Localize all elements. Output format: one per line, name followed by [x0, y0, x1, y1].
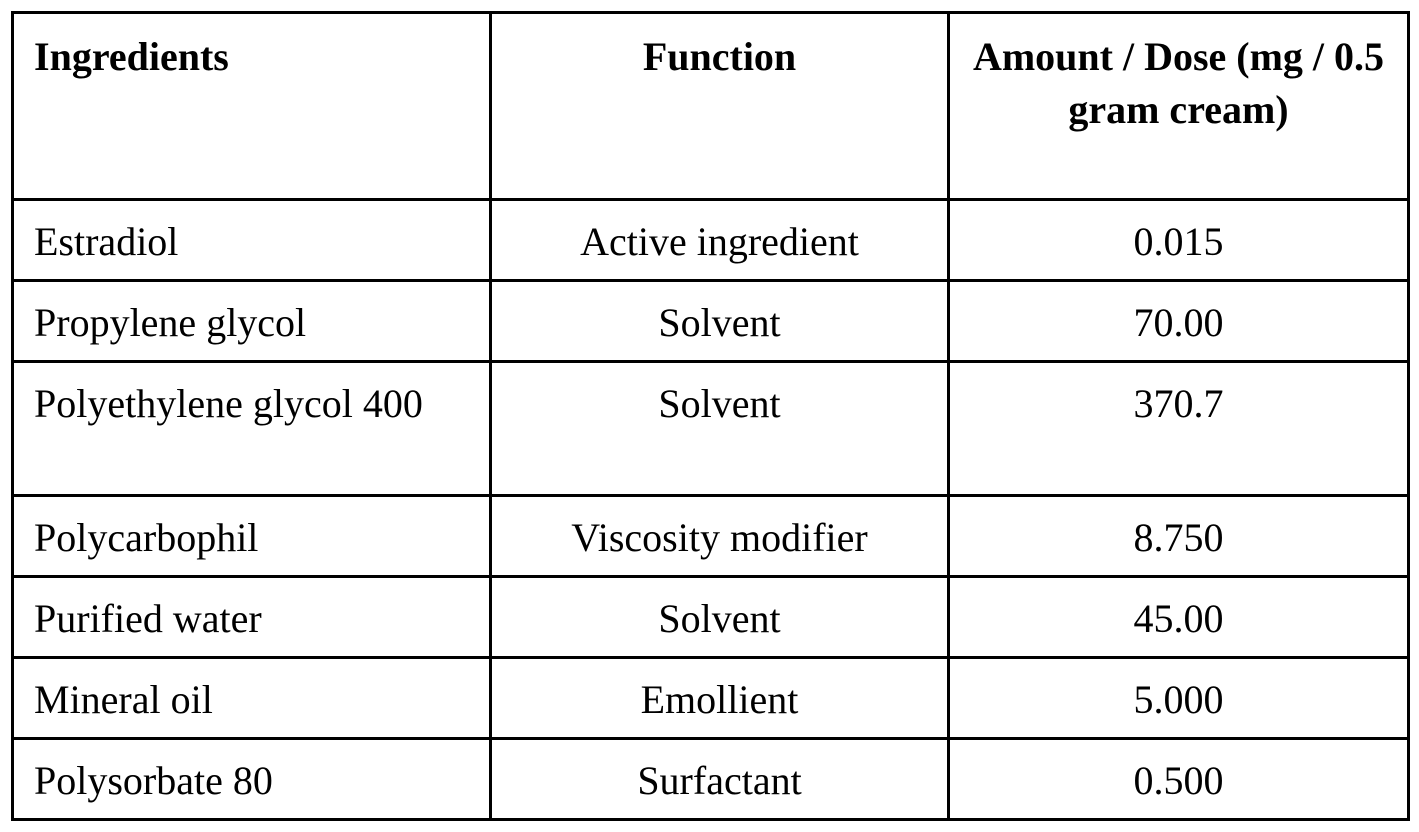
function-cell: Surfactant [491, 739, 949, 820]
function-cell: Emollient [491, 658, 949, 739]
function-cell: Viscosity modifier [491, 496, 949, 577]
table-row: Purified water Solvent 45.00 [13, 577, 1409, 658]
ingredient-cell: Mineral oil [13, 658, 491, 739]
ingredient-cell: Purified water [13, 577, 491, 658]
table-row: Polycarbophil Viscosity modifier 8.750 [13, 496, 1409, 577]
table-row: Estradiol Active ingredient 0.015 [13, 200, 1409, 281]
ingredient-cell: Estradiol [13, 200, 491, 281]
table-row: Polyethylene glycol 400 Solvent 370.7 [13, 362, 1409, 496]
ingredient-cell: Polysorbate 80 [13, 739, 491, 820]
table-row: Propylene glycol Solvent 70.00 [13, 281, 1409, 362]
amount-cell: 0.500 [949, 739, 1409, 820]
amount-cell: 0.015 [949, 200, 1409, 281]
function-cell: Active ingredient [491, 200, 949, 281]
header-amount-dose: Amount / Dose (mg / 0.5 gram cream) [949, 13, 1409, 200]
ingredients-table: Ingredients Function Amount / Dose (mg /… [11, 11, 1410, 821]
header-function: Function [491, 13, 949, 200]
header-ingredients: Ingredients [13, 13, 491, 200]
table-row: Mineral oil Emollient 5.000 [13, 658, 1409, 739]
table-row: Polysorbate 80 Surfactant 0.500 [13, 739, 1409, 820]
function-cell: Solvent [491, 362, 949, 496]
function-cell: Solvent [491, 577, 949, 658]
ingredient-cell: Polycarbophil [13, 496, 491, 577]
amount-cell: 45.00 [949, 577, 1409, 658]
function-cell: Solvent [491, 281, 949, 362]
amount-cell: 5.000 [949, 658, 1409, 739]
ingredient-cell: Propylene glycol [13, 281, 491, 362]
amount-cell: 370.7 [949, 362, 1409, 496]
ingredient-cell: Polyethylene glycol 400 [13, 362, 491, 496]
amount-cell: 8.750 [949, 496, 1409, 577]
table-header-row: Ingredients Function Amount / Dose (mg /… [13, 13, 1409, 200]
amount-cell: 70.00 [949, 281, 1409, 362]
